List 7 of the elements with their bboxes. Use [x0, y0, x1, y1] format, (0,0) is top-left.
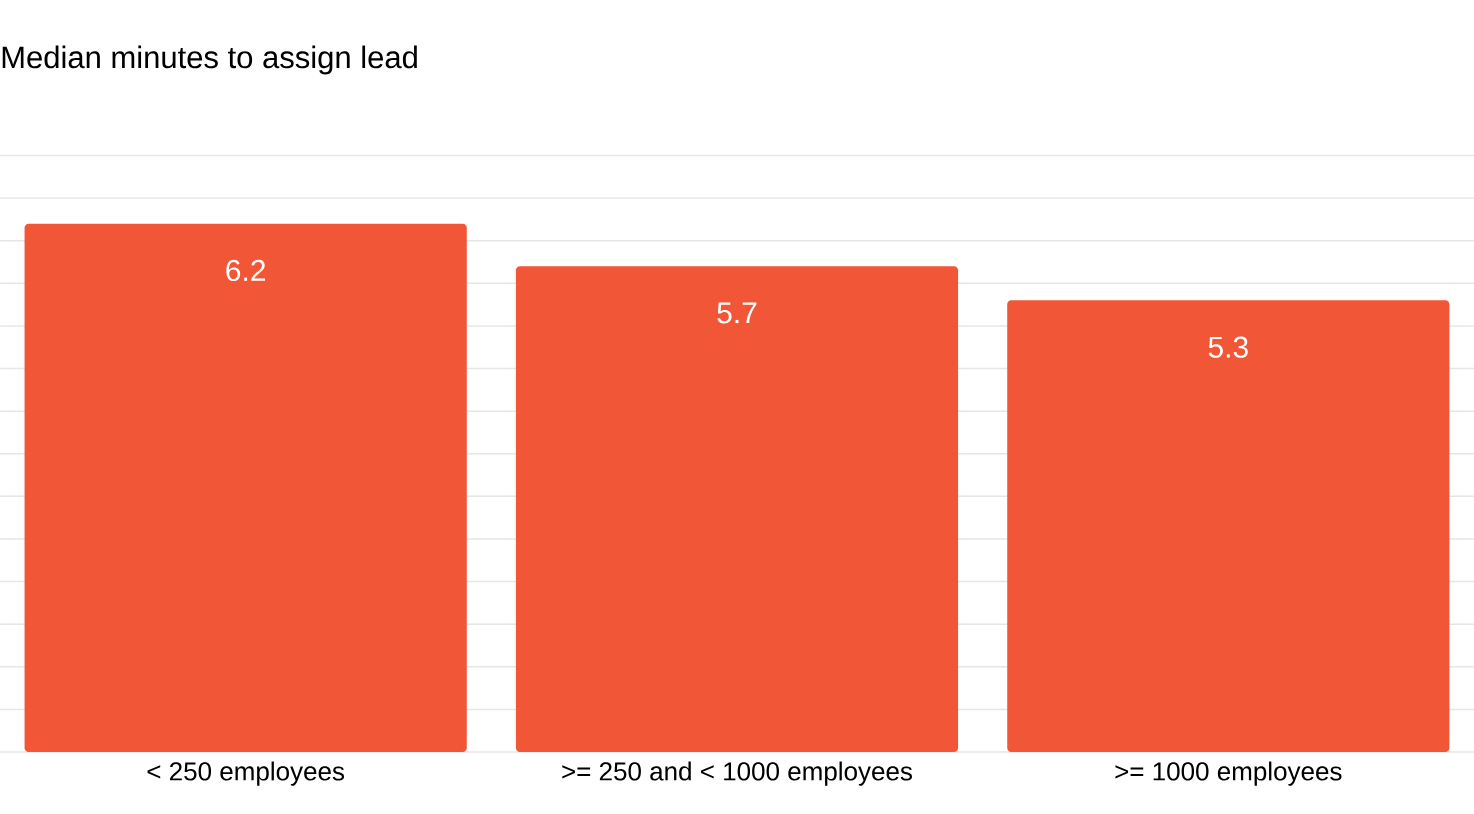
x-tick-label: < 250 employees [147, 761, 345, 786]
data-label: 5.3 [1208, 336, 1248, 358]
data-label: 6.2 [226, 259, 265, 282]
chart-title: Median minutes to assign lead [2, 45, 417, 75]
data-label: 5.7 [717, 302, 757, 324]
x-tick-label: >= 1000 employees [1115, 761, 1342, 786]
x-tick-label: >= 250 and < 1000 employees [562, 761, 912, 786]
